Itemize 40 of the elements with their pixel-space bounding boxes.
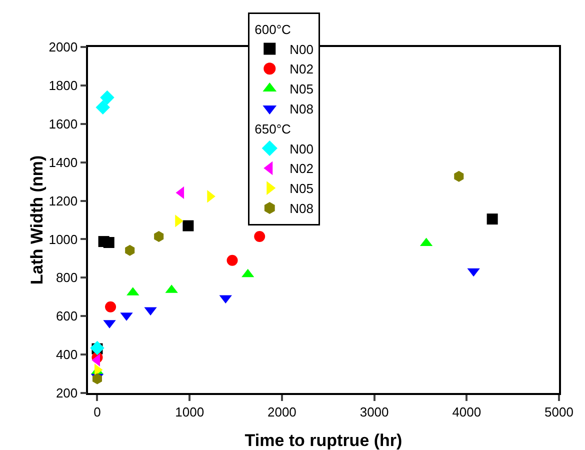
y-tick-label: 600 [56,308,78,324]
x-tick-label: 3000 [360,404,389,420]
x-axis-title: Time to ruptrue (hr) [244,431,402,450]
point [125,244,135,256]
y-tick-label: 200 [56,386,78,401]
legend-label: N00 [290,42,314,57]
x-tick-label: 2000 [267,404,296,420]
y-tick-label: 400 [56,347,78,362]
y-axis-title: Lath Width (nm) [28,155,47,285]
y-tick-label: 1400 [48,154,78,170]
point [454,170,464,182]
legend-label: N00 [290,141,314,156]
point [182,220,194,232]
point [486,214,498,225]
y-tick-label: 800 [56,270,78,286]
x-tick-label: 4000 [452,404,482,420]
y-tick-label: 1000 [48,232,78,247]
legend-label: N05 [290,82,314,97]
point [105,301,116,312]
point [103,236,114,248]
point [226,254,238,266]
point [254,231,266,242]
point [100,90,114,105]
y-tick-label: 1200 [48,193,78,208]
legend-label: N08 [290,102,314,117]
annotation: 650°C [254,121,291,136]
x-tick-label: 0 [94,404,101,420]
y-tick-label: 1800 [48,78,78,93]
legend-label: N02 [290,161,314,176]
x-tick-label: 1000 [175,404,204,420]
y-tick-label: 2000 [48,40,78,55]
point [96,100,110,115]
x-tick-label: 5000 [544,404,574,420]
y-tick-label: 1600 [48,116,78,132]
legend-label: N05 [290,181,314,196]
point [90,340,104,356]
point [154,231,164,242]
legend-label: N08 [290,201,314,216]
legend-label: N02 [290,62,314,77]
text: 600°C [254,22,291,37]
